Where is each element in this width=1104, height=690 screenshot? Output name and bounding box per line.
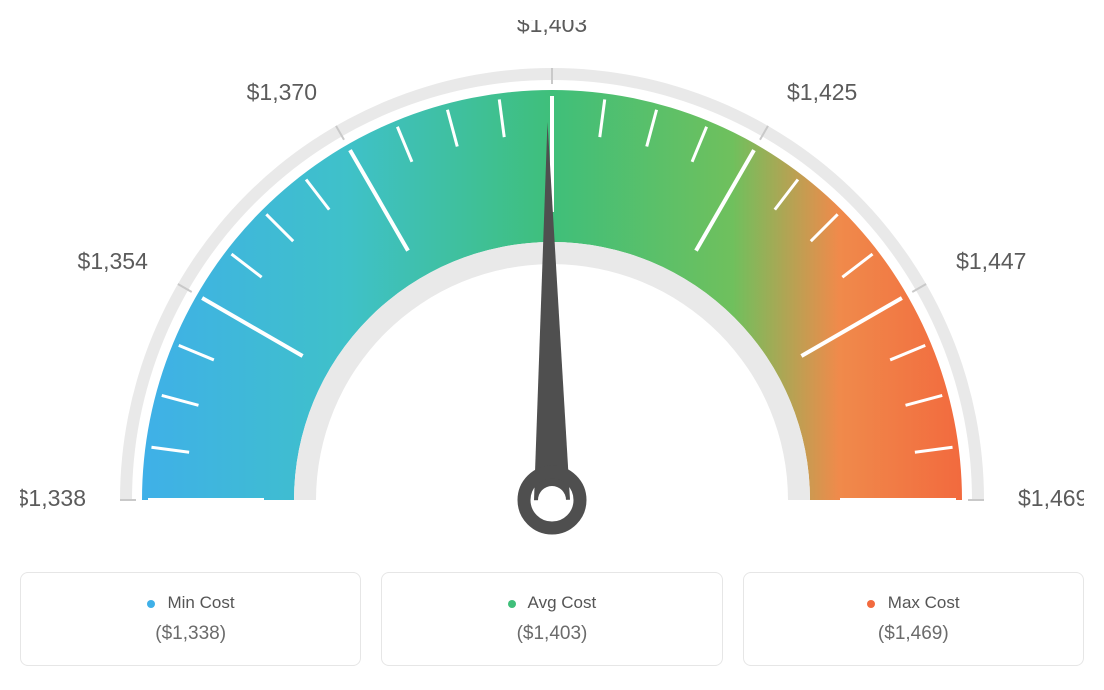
max-cost-value: ($1,469) xyxy=(760,623,1067,645)
avg-cost-dot xyxy=(508,600,516,608)
svg-text:$1,425: $1,425 xyxy=(787,79,857,105)
svg-text:$1,469: $1,469 xyxy=(1018,485,1084,511)
min-cost-label: Min Cost xyxy=(37,593,344,613)
avg-cost-label: Avg Cost xyxy=(398,593,705,613)
svg-text:$1,354: $1,354 xyxy=(78,248,149,274)
min-cost-dot xyxy=(147,600,155,608)
avg-cost-value: ($1,403) xyxy=(398,623,705,645)
min-cost-value: ($1,338) xyxy=(37,623,344,645)
max-cost-dot xyxy=(867,600,875,608)
svg-text:$1,338: $1,338 xyxy=(20,485,86,511)
svg-text:$1,370: $1,370 xyxy=(247,79,317,105)
max-cost-card: Max Cost ($1,469) xyxy=(743,572,1084,666)
avg-cost-card: Avg Cost ($1,403) xyxy=(381,572,722,666)
min-cost-card: Min Cost ($1,338) xyxy=(20,572,361,666)
min-cost-label-text: Min Cost xyxy=(167,593,234,612)
svg-text:$1,403: $1,403 xyxy=(517,20,587,37)
avg-cost-label-text: Avg Cost xyxy=(528,593,597,612)
cost-gauge-chart: $1,338 $1,354 $1,370 $1,403 $1,425 $1,447 $1,4… xyxy=(20,20,1084,560)
max-cost-label-text: Max Cost xyxy=(888,593,960,612)
svg-text:$1,447: $1,447 xyxy=(956,248,1026,274)
cost-summary-cards: Min Cost ($1,338) Avg Cost ($1,403) Max … xyxy=(20,572,1084,666)
max-cost-label: Max Cost xyxy=(760,593,1067,613)
